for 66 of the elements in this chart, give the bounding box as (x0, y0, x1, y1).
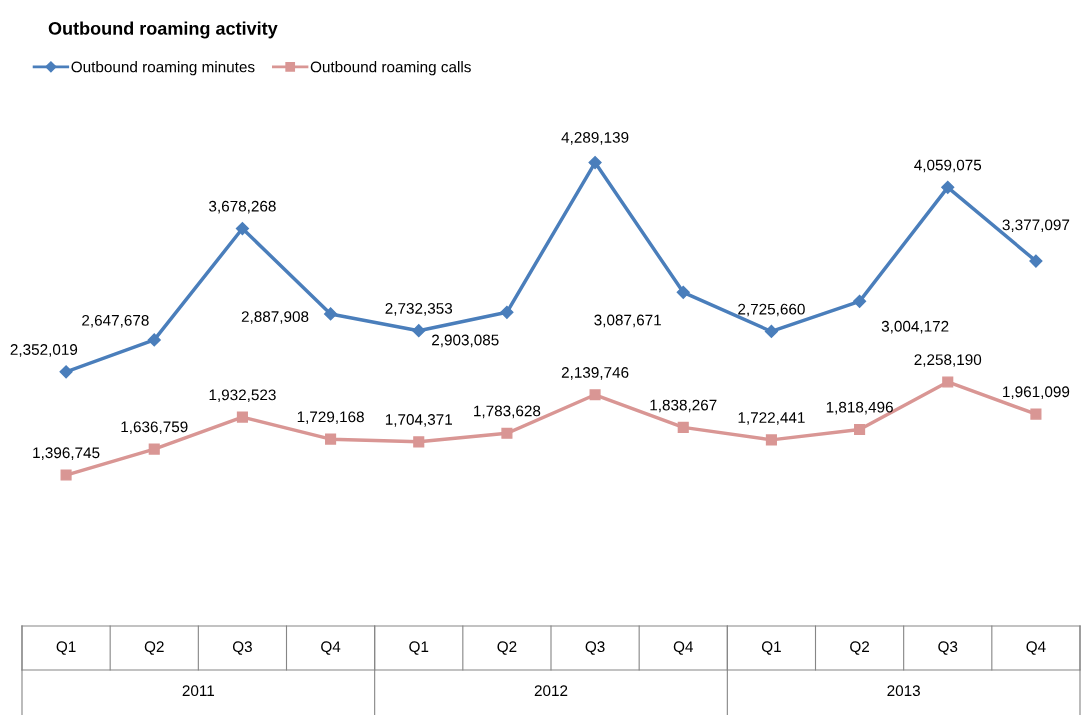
point (412, 324, 426, 338)
data-label: 2,732,353 (385, 303, 453, 316)
point (676, 285, 690, 299)
point (1030, 408, 1042, 420)
data-label: 2,647,678 (82, 314, 149, 328)
point (236, 411, 248, 423)
point (60, 469, 72, 481)
x-tick-label: Q2 (850, 641, 870, 655)
data-label: 1,722,441 (738, 412, 805, 425)
x-tick-label: Q2 (497, 641, 517, 655)
data-label: 1,729,168 (297, 411, 364, 425)
x-tick-label: Q4 (673, 641, 693, 655)
data-label: 4,289,139 (561, 132, 629, 145)
data-label: 2,725,660 (738, 303, 805, 317)
point (235, 221, 250, 236)
x-tick-label: Q3 (938, 641, 958, 655)
data-label: 2,903,085 (432, 334, 499, 348)
data-label: 1,783,628 (474, 405, 541, 419)
point (589, 389, 601, 401)
legend-label: Outbound roaming calls (310, 61, 471, 76)
point (852, 294, 867, 308)
data-label: 3,377,097 (1002, 219, 1070, 233)
point (501, 427, 513, 439)
x-tick-label: Q3 (232, 641, 252, 655)
x-tick-label: Q1 (409, 641, 429, 655)
chart-title: Outbound roaming activity (48, 21, 278, 39)
point (413, 436, 425, 448)
point (941, 180, 955, 194)
point (325, 433, 337, 445)
x-tick-label: Q4 (1026, 641, 1046, 655)
text: 2011 (182, 685, 215, 697)
x-tick-label: Q3 (585, 641, 605, 655)
data-label: 4,059,075 (914, 159, 982, 173)
data-label: 1,932,523 (209, 389, 276, 403)
data-label: 3,678,268 (209, 200, 276, 214)
point (500, 305, 514, 319)
point (323, 307, 338, 321)
x-tick-label: Q1 (761, 641, 781, 655)
point (677, 421, 689, 433)
x-tick-label: Q1 (56, 641, 76, 655)
data-label: 2,887,908 (241, 311, 309, 324)
x-tick-label: Q2 (144, 641, 164, 655)
point (588, 155, 602, 170)
point (764, 324, 779, 339)
point (147, 333, 161, 347)
legend-label: Outbound roaming minutes (71, 61, 255, 76)
data-label: 3,004,172 (881, 320, 949, 334)
data-label: 2,139,746 (561, 367, 629, 380)
point (1029, 254, 1043, 268)
data-label: 1,704,371 (385, 414, 452, 427)
text: 2013 (887, 685, 920, 697)
data-label: 1,961,099 (1003, 386, 1070, 399)
data-label: 2,352,019 (10, 344, 78, 357)
point (942, 376, 954, 388)
data-label: 3,087,671 (594, 314, 661, 328)
point (148, 443, 160, 455)
point (854, 423, 866, 436)
data-label: 1,396,745 (33, 447, 100, 460)
x-tick-label: Q4 (321, 641, 341, 655)
data-label: 2,258,190 (914, 354, 982, 367)
point (765, 434, 777, 446)
data-label: 1,838,267 (650, 399, 717, 413)
data-label: 1,636,759 (121, 421, 188, 435)
point (59, 365, 73, 379)
data-label: 1,818,496 (826, 401, 893, 415)
text: 2012 (534, 685, 568, 697)
